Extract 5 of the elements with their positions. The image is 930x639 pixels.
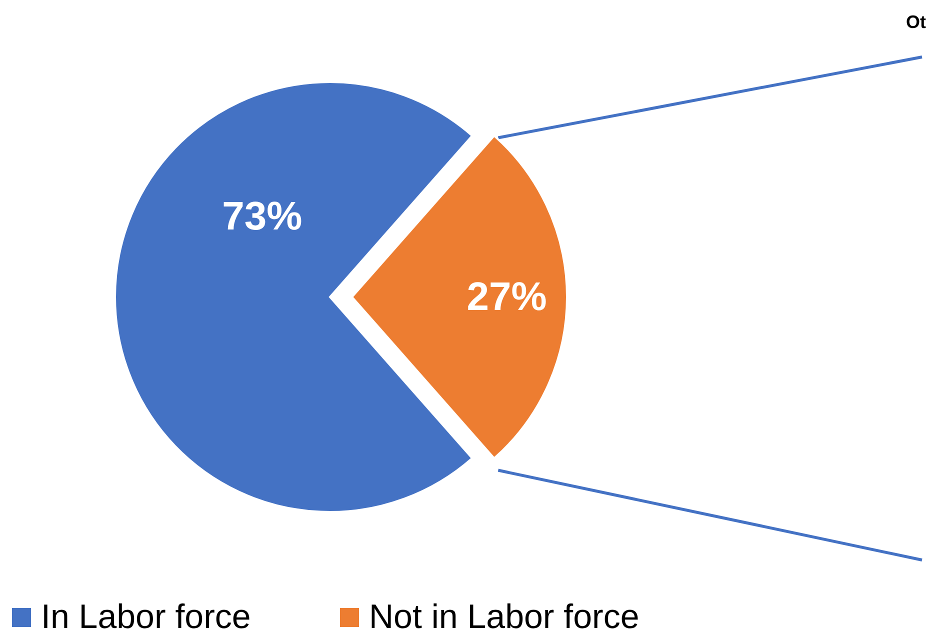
text: Ot [906, 12, 926, 32]
data-label: 27% [466, 275, 547, 319]
data-label: 73% [222, 194, 302, 238]
legend-label: Not in Labor force [369, 598, 640, 636]
legend-label: In Labor force [41, 598, 251, 636]
